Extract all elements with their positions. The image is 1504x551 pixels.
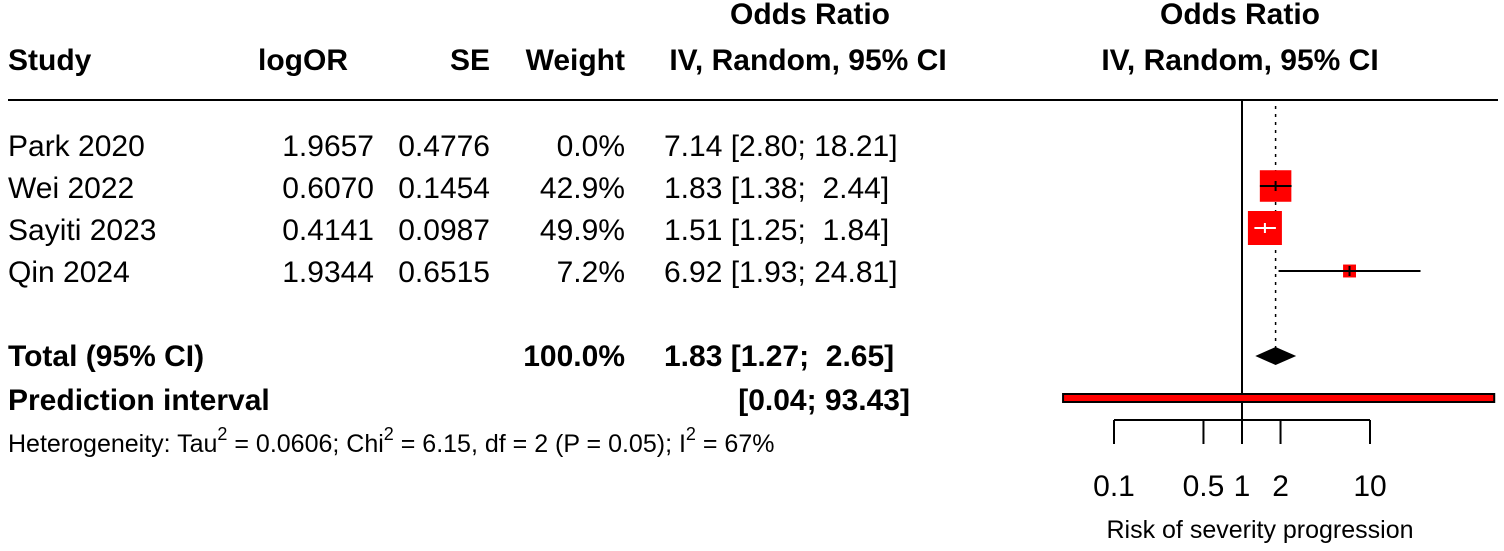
x-tick-label: 0.5: [1183, 470, 1225, 503]
table-row: Sayiti 2023 0.4141 0.0987 49.9% 1.51 [1.…: [8, 214, 889, 247]
header-plot-line1: Odds Ratio: [1160, 0, 1320, 31]
header-weight: Weight: [526, 44, 625, 77]
study-name: Wei 2022: [8, 172, 134, 205]
study-ci: 7.14 [2.80; 18.21]: [664, 130, 898, 163]
study-ci: 6.92 [1.93; 24.81]: [664, 256, 898, 289]
study-logor: 0.4141: [282, 214, 374, 247]
header-plot-line2: IV, Random, 95% CI: [1101, 44, 1378, 77]
total-ci: 1.83 [1.27; 2.65]: [664, 340, 894, 373]
header-study: Study: [8, 44, 92, 77]
header-or-line2: IV, Random, 95% CI: [669, 44, 946, 77]
study-se: 0.1454: [398, 172, 490, 205]
plot-panel: 0.1 0.5 1 2 10 Risk of severity progression: [1062, 100, 1496, 544]
x-axis-label: Risk of severity progression: [1106, 516, 1413, 544]
het-sup-tau: 2: [217, 424, 227, 444]
study-se: 0.0987: [398, 214, 490, 247]
study-name: Qin 2024: [8, 256, 130, 289]
study-weight: 42.9%: [540, 172, 625, 205]
header-or-line1: Odds Ratio: [730, 0, 890, 31]
total-label: Total (95% CI): [8, 340, 204, 373]
study-weight: 7.2%: [557, 256, 625, 289]
study-ci: 1.51 [1.25; 1.84]: [664, 214, 889, 247]
study-mark: [1247, 211, 1282, 245]
study-ci: 1.83 [1.38; 2.44]: [664, 172, 889, 205]
study-logor: 0.6070: [282, 172, 374, 205]
table-row: Park 2020 1.9657 0.4776 0.0% 7.14 [2.80;…: [8, 130, 898, 163]
study-weight: 0.0%: [557, 130, 625, 163]
het-sup-i: 2: [686, 424, 696, 444]
x-tick-label: 2: [1272, 470, 1289, 503]
study-logor: 1.9657: [282, 130, 374, 163]
study-mark: [1259, 170, 1292, 202]
x-tick-label: 0.1: [1093, 470, 1135, 503]
study-name: Sayiti 2023: [8, 214, 156, 247]
study-name: Park 2020: [8, 130, 145, 163]
het-sup-chi: 2: [384, 424, 394, 444]
x-tick-label: 1: [1234, 470, 1251, 503]
prediction-label: Prediction interval: [8, 384, 270, 417]
study-se: 0.4776: [398, 130, 490, 163]
header-se: SE: [450, 44, 490, 77]
header-logor: logOR: [258, 44, 348, 77]
table-row: Wei 2022 0.6070 0.1454 42.9% 1.83 [1.38;…: [8, 172, 889, 205]
total-weight: 100.0%: [523, 340, 625, 373]
x-tick-label: 10: [1353, 470, 1386, 503]
het-chi: = 6.15, df = 2 (P = 0.05); I: [394, 430, 686, 458]
table-row: Qin 2024 1.9344 0.6515 7.2% 6.92 [1.93; …: [8, 256, 898, 289]
het-i2: = 67%: [696, 430, 775, 458]
heterogeneity-text: Heterogeneity: Tau2 = 0.0606; Chi2 = 6.1…: [8, 424, 774, 458]
prediction-interval-bar: [1062, 393, 1496, 403]
study-weight: 49.9%: [540, 214, 625, 247]
study-logor: 1.9344: [282, 256, 374, 289]
prediction-ci: [0.04; 93.43]: [738, 384, 910, 417]
study-mark: [1278, 264, 1421, 278]
summary-diamond: [1255, 347, 1297, 365]
study-se: 0.6515: [398, 256, 490, 289]
het-prefix: Heterogeneity: Tau: [8, 430, 217, 458]
het-tau: = 0.0606; Chi: [227, 430, 383, 458]
